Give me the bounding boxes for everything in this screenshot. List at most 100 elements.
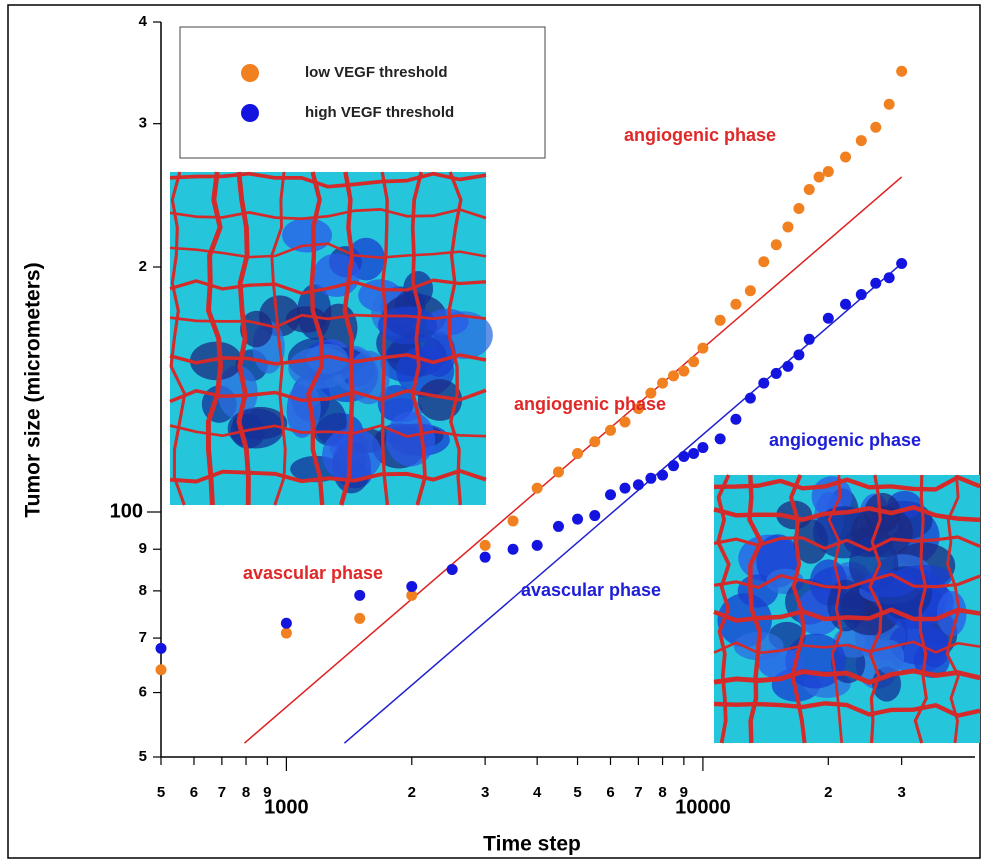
data-point [531, 539, 543, 551]
data-point [668, 460, 680, 472]
data-point [479, 539, 491, 551]
data-point [744, 285, 756, 297]
inset-vessel [169, 424, 487, 438]
inset-vessel [868, 474, 883, 744]
inset-cell [377, 384, 414, 422]
data-point [589, 510, 601, 522]
x-tick-label: 3 [481, 784, 489, 801]
y-tick-label: 4 [139, 13, 148, 30]
data-point [758, 377, 770, 389]
data-point [782, 360, 794, 372]
data-point [813, 171, 825, 183]
inset-vessel [713, 505, 981, 523]
data-point [605, 424, 617, 436]
inset-cell [348, 350, 390, 405]
data-point [688, 447, 700, 459]
annotation: angiogenic phase [769, 430, 921, 450]
data-point [657, 469, 669, 481]
annotation: angiogenic phase [624, 125, 776, 145]
data-point [507, 543, 519, 555]
x-tick-label: 7 [218, 784, 226, 801]
annotation: angiogenic phase [514, 394, 666, 414]
x-tick-label: 9 [680, 784, 688, 801]
data-point [645, 472, 657, 484]
y-tick-label: 8 [139, 582, 147, 599]
data-point [619, 416, 631, 428]
data-point [354, 612, 366, 624]
data-point [280, 617, 292, 629]
inset-vessel [945, 474, 961, 744]
x-tick-label: 5 [157, 784, 165, 801]
inset-cell [422, 331, 456, 377]
data-point [896, 257, 908, 269]
data-point [770, 367, 782, 379]
y-tick-label: 9 [139, 540, 147, 557]
data-point [605, 489, 617, 501]
annotation: avascular phase [243, 563, 383, 583]
inset-vessel [747, 474, 764, 744]
data-point [280, 627, 292, 639]
inset-vessel [169, 388, 487, 404]
inset-vessel [169, 208, 487, 221]
data-point [883, 272, 895, 284]
data-point [619, 482, 631, 494]
inset-vessel [410, 171, 427, 506]
y-axis-label: Tumor size (micrometers) [22, 262, 45, 517]
data-point [572, 447, 584, 459]
inset-vessel [339, 171, 355, 506]
data-point [406, 580, 418, 592]
legend-label: high VEGF threshold [305, 104, 454, 121]
inset-cell [306, 343, 349, 374]
inset-vessel [306, 171, 325, 506]
legend-marker [241, 64, 259, 82]
inset-vessel [713, 668, 981, 685]
data-point [479, 551, 491, 563]
x-tick-label: 8 [658, 784, 666, 801]
x-tick-label: 2 [824, 784, 832, 801]
inset-cell [287, 381, 321, 435]
inset-vessel [827, 474, 844, 744]
y-tick-label: 5 [139, 748, 147, 765]
data-point [758, 256, 770, 268]
data-point [730, 298, 742, 310]
data-point [632, 479, 644, 491]
x-tick-label: 7 [634, 784, 642, 801]
data-point [678, 365, 690, 377]
data-point [870, 277, 882, 289]
inset-vessel [169, 313, 487, 329]
inset-vessel [205, 171, 223, 506]
x-tick-label: 10000 [675, 796, 731, 818]
data-point [697, 342, 709, 354]
inset-vessel [380, 171, 390, 506]
data-point [552, 466, 564, 478]
data-point [572, 513, 584, 525]
x-tick-label: 4 [533, 784, 542, 801]
data-point [803, 333, 815, 345]
data-point [840, 298, 852, 310]
data-point [744, 392, 756, 404]
inset-vessel [169, 353, 487, 366]
legend-box [179, 26, 546, 159]
y-tick-label: 6 [139, 684, 147, 701]
data-point [770, 239, 782, 251]
data-point [507, 515, 519, 527]
data-point [822, 312, 834, 324]
data-point [793, 202, 805, 214]
inset-vessel [716, 474, 731, 744]
data-point [730, 413, 742, 425]
data-point [896, 65, 908, 77]
y-tick-label: 100 [110, 500, 143, 522]
x-tick-label: 2 [408, 784, 416, 801]
inset-vessel [169, 171, 187, 506]
inset-vessel [913, 474, 928, 744]
inset-vessel [236, 171, 251, 506]
inset-vessel [713, 701, 981, 718]
reference-line [243, 176, 903, 744]
data-point [714, 314, 726, 326]
inset-vessel [169, 242, 487, 259]
data-point [840, 151, 852, 163]
data-point [589, 436, 601, 448]
x-tick-label: 6 [190, 784, 198, 801]
y-tick-label: 7 [139, 629, 147, 646]
